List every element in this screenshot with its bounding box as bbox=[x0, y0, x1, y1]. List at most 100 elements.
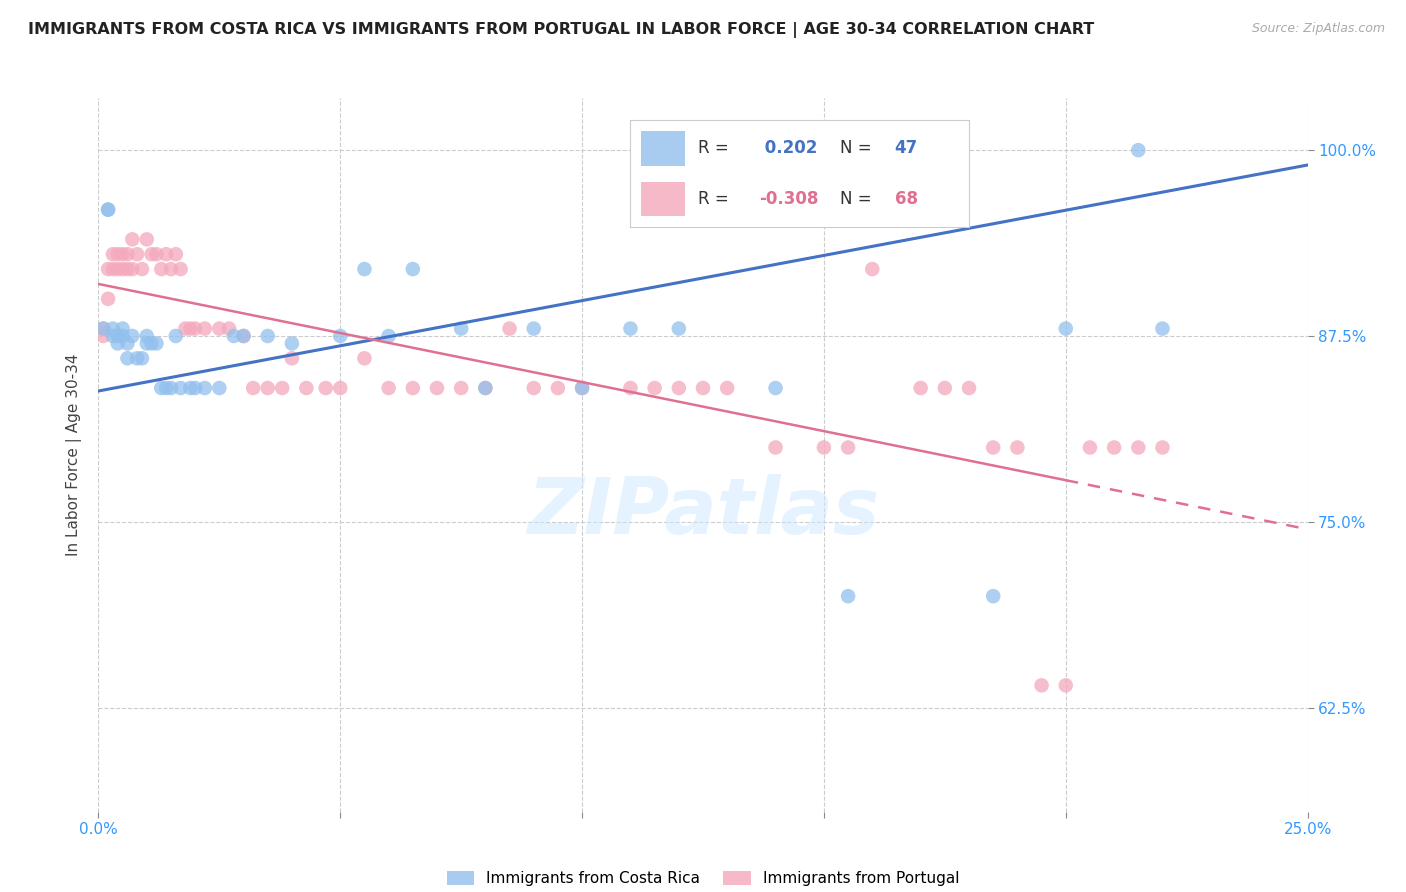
Point bbox=[91, 329, 114, 343]
Point bbox=[131, 351, 153, 366]
Text: N =: N = bbox=[841, 139, 877, 157]
Point bbox=[377, 381, 399, 395]
Point bbox=[208, 381, 231, 395]
Point bbox=[571, 381, 593, 395]
Point bbox=[1007, 441, 1029, 455]
Point bbox=[426, 381, 449, 395]
Point bbox=[101, 321, 124, 335]
Point bbox=[1102, 441, 1125, 455]
Point bbox=[169, 262, 191, 277]
Point bbox=[644, 381, 666, 395]
Text: Source: ZipAtlas.com: Source: ZipAtlas.com bbox=[1251, 22, 1385, 36]
Point bbox=[315, 381, 337, 395]
Point bbox=[101, 247, 124, 261]
Point bbox=[377, 329, 399, 343]
Point bbox=[169, 381, 191, 395]
Point bbox=[571, 381, 593, 395]
Point bbox=[619, 321, 641, 335]
Point bbox=[813, 441, 835, 455]
Point bbox=[179, 321, 201, 335]
Point bbox=[523, 381, 546, 395]
Point bbox=[117, 247, 139, 261]
Point bbox=[127, 351, 149, 366]
Point bbox=[135, 329, 157, 343]
Point bbox=[91, 321, 114, 335]
Point bbox=[1128, 143, 1150, 157]
Point bbox=[402, 381, 425, 395]
Point bbox=[101, 329, 124, 343]
Text: ZIPatlas: ZIPatlas bbox=[527, 474, 879, 550]
Point bbox=[256, 329, 278, 343]
Point bbox=[281, 351, 304, 366]
Point bbox=[765, 381, 787, 395]
Point bbox=[194, 381, 217, 395]
Point bbox=[450, 381, 472, 395]
Point bbox=[1054, 678, 1077, 692]
Point bbox=[271, 381, 294, 395]
Point bbox=[256, 381, 278, 395]
Point bbox=[1152, 441, 1174, 455]
Point bbox=[1054, 321, 1077, 335]
Text: 0.202: 0.202 bbox=[759, 139, 817, 157]
Point bbox=[232, 329, 254, 343]
Point bbox=[1152, 321, 1174, 335]
Point bbox=[329, 329, 352, 343]
Text: R =: R = bbox=[699, 139, 734, 157]
Point bbox=[111, 262, 134, 277]
Point bbox=[107, 336, 129, 351]
Point bbox=[218, 321, 240, 335]
Point bbox=[127, 247, 149, 261]
Point bbox=[208, 321, 231, 335]
Text: N =: N = bbox=[841, 190, 877, 208]
Point bbox=[111, 247, 134, 261]
Point bbox=[165, 329, 187, 343]
Point bbox=[101, 262, 124, 277]
Point bbox=[523, 321, 546, 335]
Point bbox=[619, 381, 641, 395]
Point bbox=[716, 381, 738, 395]
Point bbox=[150, 381, 173, 395]
Point bbox=[981, 589, 1004, 603]
Point bbox=[402, 262, 425, 277]
Point bbox=[353, 262, 375, 277]
Point bbox=[155, 247, 177, 261]
Point bbox=[135, 336, 157, 351]
Point bbox=[1031, 678, 1053, 692]
Point bbox=[981, 441, 1004, 455]
Point bbox=[837, 441, 859, 455]
Point bbox=[860, 262, 883, 277]
Point bbox=[765, 441, 787, 455]
Point bbox=[668, 321, 690, 335]
Legend: Immigrants from Costa Rica, Immigrants from Portugal: Immigrants from Costa Rica, Immigrants f… bbox=[447, 871, 959, 886]
Point bbox=[135, 232, 157, 246]
Point bbox=[194, 321, 217, 335]
Point bbox=[242, 381, 264, 395]
Text: -0.308: -0.308 bbox=[759, 190, 818, 208]
Point bbox=[184, 381, 207, 395]
Point bbox=[91, 321, 114, 335]
Point bbox=[474, 381, 496, 395]
Point bbox=[1128, 441, 1150, 455]
Point bbox=[474, 381, 496, 395]
Point bbox=[107, 262, 129, 277]
Point bbox=[160, 381, 183, 395]
Point bbox=[150, 262, 173, 277]
Point bbox=[121, 262, 143, 277]
Point bbox=[145, 247, 167, 261]
Point bbox=[547, 381, 569, 395]
Text: R =: R = bbox=[699, 190, 734, 208]
Point bbox=[131, 262, 153, 277]
Point bbox=[117, 262, 139, 277]
Point bbox=[141, 247, 163, 261]
Point bbox=[97, 292, 120, 306]
Point bbox=[668, 381, 690, 395]
Bar bbox=[641, 182, 685, 216]
Point bbox=[121, 232, 143, 246]
Text: 47: 47 bbox=[894, 139, 918, 157]
Text: IMMIGRANTS FROM COSTA RICA VS IMMIGRANTS FROM PORTUGAL IN LABOR FORCE | AGE 30-3: IMMIGRANTS FROM COSTA RICA VS IMMIGRANTS… bbox=[28, 22, 1094, 38]
Point bbox=[174, 321, 197, 335]
Point bbox=[107, 247, 129, 261]
Point bbox=[184, 321, 207, 335]
Point bbox=[450, 321, 472, 335]
Point bbox=[117, 336, 139, 351]
